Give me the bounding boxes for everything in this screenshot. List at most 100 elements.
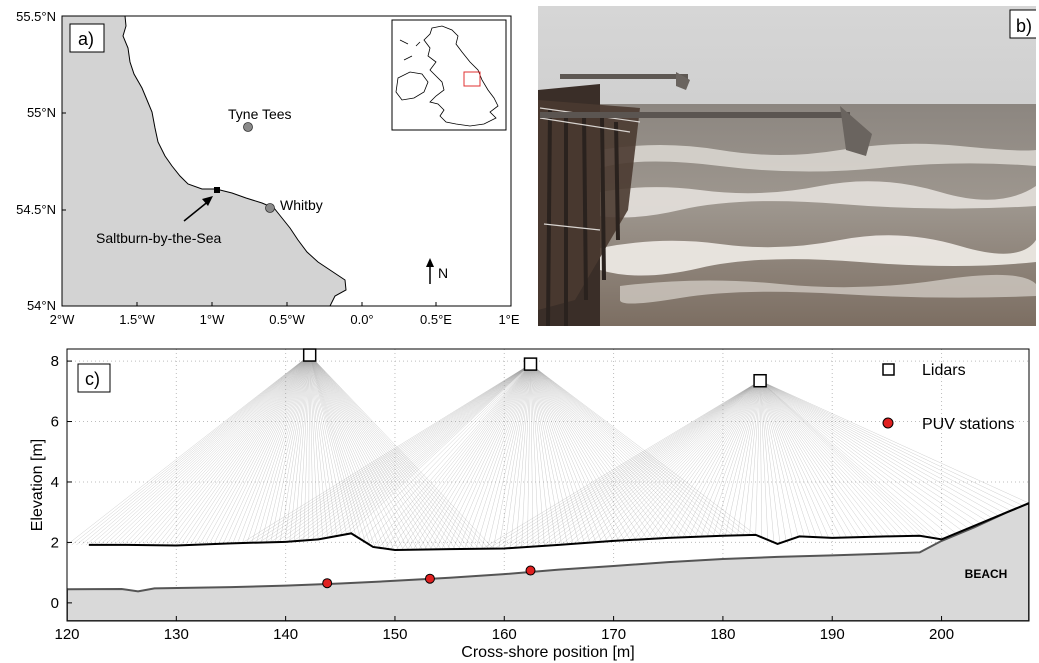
lidar-ray <box>700 380 761 537</box>
lidar-ray <box>310 363 531 541</box>
lidar-ray <box>567 380 761 545</box>
lidar-ray <box>555 380 761 546</box>
lidar-ray <box>418 364 531 550</box>
x-tick-label: 0.5°W <box>269 312 305 327</box>
lidar-ray <box>309 354 376 548</box>
lidar-ray <box>309 354 451 550</box>
lidar-ray <box>561 380 761 545</box>
lidar-ray <box>309 354 475 549</box>
x-tick-label: 0.0° <box>350 312 373 327</box>
lidar-ray <box>759 380 866 538</box>
lidar-ray <box>355 363 531 537</box>
x-tick-label: 160 <box>492 626 517 643</box>
lidar-ray <box>530 364 625 541</box>
lidar-ray <box>435 364 531 550</box>
puv-marker <box>525 565 536 576</box>
lidar-ray <box>247 363 531 544</box>
lidar-ray <box>646 380 761 540</box>
lidar-ray <box>521 364 531 548</box>
lidar-ray <box>506 380 761 549</box>
lidar-ray <box>199 354 310 545</box>
lidar-ray <box>251 354 310 543</box>
lidar-ray <box>309 354 352 534</box>
lidar-ray <box>407 364 531 550</box>
lidar-ray <box>737 380 761 536</box>
lidar-ray <box>498 364 531 549</box>
lidar-ray <box>242 354 310 544</box>
lidar-ray <box>430 364 531 550</box>
lidar-ray <box>270 355 310 543</box>
lidar-ray <box>309 354 409 550</box>
lidar-ray <box>640 380 761 540</box>
panel-a-y-axis: 55.5°N 55°N 54.5°N 54°N <box>16 9 56 313</box>
lidar-ray <box>530 363 665 539</box>
saltburn-arrowhead <box>202 196 213 206</box>
north-label: N <box>438 265 448 281</box>
lidar-ray <box>309 354 494 549</box>
lidar-ray <box>719 380 761 536</box>
saltburn-label: Saltburn-by-the-Sea <box>96 230 222 246</box>
lidar-ray <box>137 354 310 546</box>
lidar-ray <box>309 354 385 549</box>
panel-c-frame <box>66 348 1030 622</box>
lidar-ray <box>384 363 531 549</box>
lidar-ray <box>664 380 761 539</box>
saltburn-arrow <box>183 199 211 222</box>
lidar-ray <box>100 354 310 545</box>
lidar-ray <box>759 380 854 538</box>
lidar-ray <box>543 380 761 547</box>
lidar-ray <box>161 354 310 546</box>
lidar-ray <box>309 354 456 550</box>
lidar-ray <box>530 363 705 537</box>
lidar-ray <box>309 354 470 549</box>
legend-lidar-marker <box>882 363 895 376</box>
lidar-ray <box>309 355 333 537</box>
study-area-box <box>463 71 481 87</box>
lidar-ray <box>682 380 761 538</box>
y-tick-label: 55.5°N <box>16 9 56 24</box>
lidar-ray <box>309 354 366 543</box>
lidar-ray <box>500 380 761 549</box>
y-tick-label: 0 <box>51 595 59 612</box>
lidar-ray <box>530 363 682 538</box>
lidar-ray <box>327 363 531 538</box>
x-tick-label: 180 <box>710 626 735 643</box>
lidar-ray <box>287 363 531 542</box>
lidar-ray <box>189 354 310 546</box>
lidar-ray <box>713 380 761 537</box>
x-tick-label: 1.5°W <box>119 312 155 327</box>
lidar-ray <box>530 364 568 545</box>
lidar-ray <box>530 364 631 541</box>
lidar-ray <box>658 380 761 539</box>
lidar-ray <box>759 380 787 542</box>
lidar-ray <box>530 363 711 537</box>
lidar-ray <box>309 354 461 550</box>
lidar-ray <box>309 355 347 535</box>
lidar-ray <box>759 380 951 537</box>
lidar-ray <box>759 380 823 538</box>
lidar-ray <box>759 380 799 537</box>
lidar-boom <box>540 112 850 118</box>
lidar-ray <box>133 354 310 546</box>
lidar-ray <box>488 380 761 549</box>
lidar-ray <box>413 364 531 550</box>
beach-label: BEACH <box>965 567 1008 581</box>
lidar-ray <box>530 363 694 538</box>
lidar-ray <box>731 380 761 536</box>
lidar-ray <box>530 364 551 546</box>
x-tick-label: 1°E <box>498 312 519 327</box>
lidar-ray <box>494 380 761 549</box>
lidar-ray <box>530 364 534 547</box>
lidar-ray <box>284 355 310 542</box>
lidar-ray <box>688 380 761 538</box>
lidar-ray <box>759 380 1024 506</box>
lidar-ray <box>524 380 761 548</box>
lidar-ray <box>361 363 531 541</box>
lidar-ray <box>452 364 531 550</box>
lidar-ray <box>171 354 310 546</box>
lidar-ray <box>378 363 531 548</box>
lidar-ray <box>185 354 310 546</box>
lidar-ray <box>338 363 531 536</box>
lidar-ray <box>175 354 310 546</box>
